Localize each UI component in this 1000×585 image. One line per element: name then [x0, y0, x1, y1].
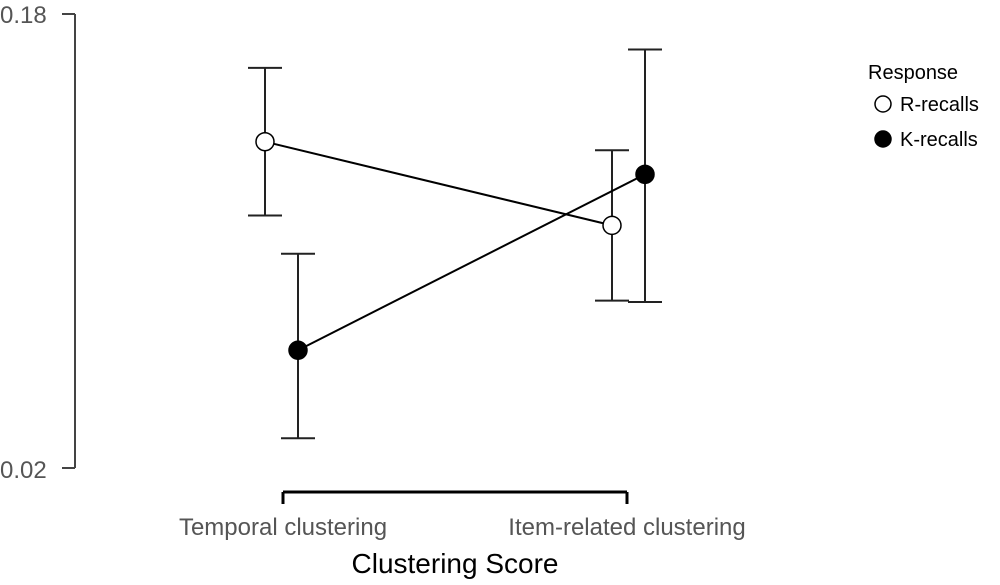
x-category-label-item-related: Item-related clustering [508, 514, 745, 541]
legend: Response R-recalls K-recalls [868, 62, 979, 151]
y-tick-label-bottom: 0.02 [0, 457, 47, 484]
legend-label-k-recalls: K-recalls [900, 129, 978, 151]
data-point-r-recalls-1 [602, 215, 622, 236]
series-layer [248, 48, 662, 440]
data-point-k-recalls-0 [288, 340, 308, 360]
legend-title: Response [868, 62, 958, 84]
series-line-r-recalls [264, 140, 613, 227]
series-line-k-recalls [297, 173, 646, 352]
x-category-label-temporal: Temporal clustering [179, 514, 387, 541]
legend-marker-r-recalls [874, 95, 892, 113]
x-axis-title: Clustering Score [352, 548, 559, 579]
data-point-r-recalls-0 [255, 131, 275, 152]
y-tick-label-top: 0.18 [0, 2, 47, 29]
data-point-k-recalls-1 [635, 164, 655, 185]
legend-label-r-recalls: R-recalls [900, 94, 979, 116]
legend-marker-k-recalls [874, 130, 892, 148]
